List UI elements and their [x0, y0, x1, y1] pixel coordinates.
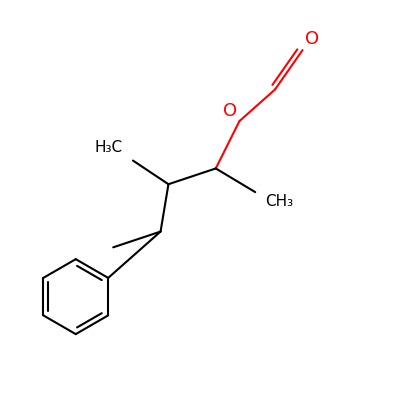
Text: CH₃: CH₃	[265, 194, 293, 209]
Text: O: O	[223, 102, 238, 120]
Text: H₃C: H₃C	[95, 140, 123, 155]
Text: O: O	[304, 30, 319, 48]
